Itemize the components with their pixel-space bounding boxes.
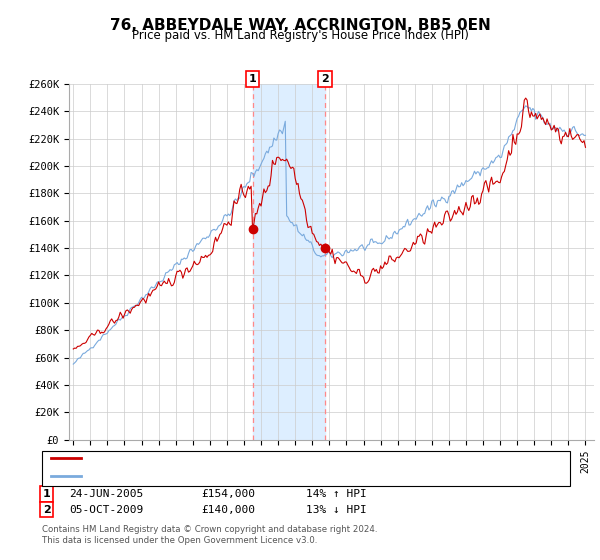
Text: 2: 2 bbox=[321, 74, 329, 84]
Text: 13% ↓ HPI: 13% ↓ HPI bbox=[306, 505, 367, 515]
Text: 24-JUN-2005: 24-JUN-2005 bbox=[69, 489, 143, 499]
Text: Price paid vs. HM Land Registry's House Price Index (HPI): Price paid vs. HM Land Registry's House … bbox=[131, 29, 469, 42]
Bar bbox=[253, 84, 325, 440]
Text: 05-OCT-2009: 05-OCT-2009 bbox=[69, 505, 143, 515]
Text: 14% ↑ HPI: 14% ↑ HPI bbox=[306, 489, 367, 499]
Text: 1: 1 bbox=[248, 74, 256, 84]
Text: £154,000: £154,000 bbox=[201, 489, 255, 499]
Text: 1: 1 bbox=[43, 489, 50, 499]
Text: 76, ABBEYDALE WAY, ACCRINGTON, BB5 0EN (detached house): 76, ABBEYDALE WAY, ACCRINGTON, BB5 0EN (… bbox=[87, 454, 431, 464]
Text: 76, ABBEYDALE WAY, ACCRINGTON, BB5 0EN: 76, ABBEYDALE WAY, ACCRINGTON, BB5 0EN bbox=[110, 18, 490, 33]
Text: £140,000: £140,000 bbox=[201, 505, 255, 515]
Text: HPI: Average price, detached house, Hyndburn: HPI: Average price, detached house, Hynd… bbox=[87, 471, 362, 481]
Text: Contains HM Land Registry data © Crown copyright and database right 2024.
This d: Contains HM Land Registry data © Crown c… bbox=[42, 525, 377, 545]
Text: 2: 2 bbox=[43, 505, 50, 515]
